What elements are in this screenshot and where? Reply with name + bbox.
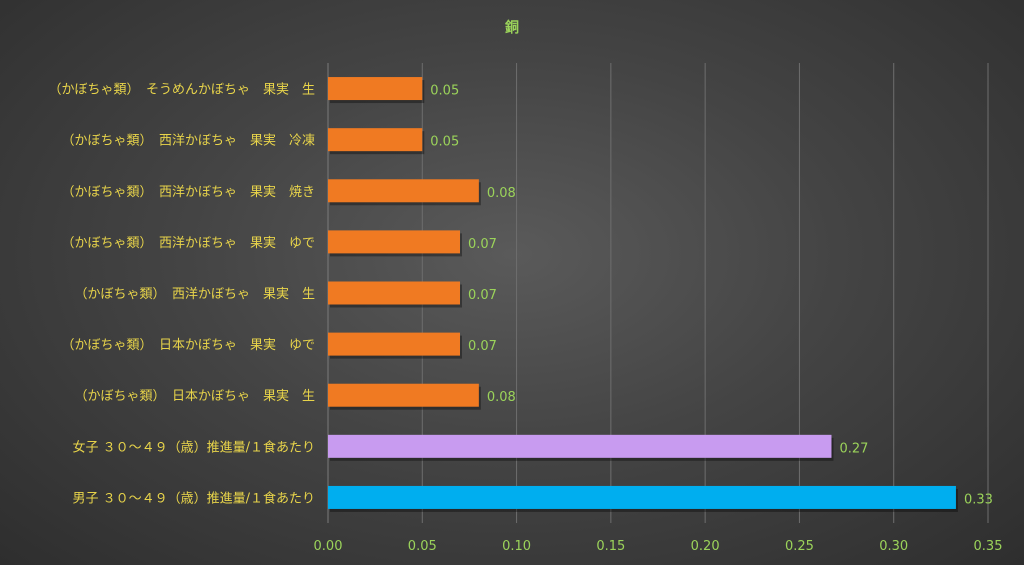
bar [328,332,460,356]
category-label: （かぼちゃ類） 日本かぼちゃ 果実 生 [74,388,315,404]
category-label: （かぼちゃ類） 西洋かぼちゃ 果実 ゆで [61,235,315,251]
category-labels: （かぼちゃ類） そうめんかぼちゃ 果実 生 （かぼちゃ類） 西洋かぼちゃ 果実 冷… [48,82,315,507]
data-label: 0.05 [430,135,459,150]
x-tick-label: 0.15 [596,539,625,554]
data-label: 0.05 [430,84,459,99]
bar [328,281,460,305]
chart-title: 銅 [505,19,519,36]
x-tick-label: 0.20 [691,539,720,554]
x-axis-ticks: 0.00 0.05 0.10 0.15 0.20 0.25 0.30 0.35 [314,539,1003,554]
category-label: （かぼちゃ類） そうめんかぼちゃ 果実 生 [48,82,315,98]
x-tick-label: 0.00 [314,539,343,554]
category-label: 女子 ３０～４９（歳）推進量/１食あたり [72,439,315,455]
x-tick-label: 0.35 [974,539,1003,554]
x-tick-label: 0.25 [785,539,814,554]
category-label: （かぼちゃ類） 西洋かぼちゃ 果実 冷凍 [61,133,315,149]
bar [328,179,479,203]
bar [328,383,479,407]
category-label: （かぼちゃ類） 日本かぼちゃ 果実 ゆで [61,337,315,353]
bar [328,485,956,509]
data-label: 0.33 [964,492,993,507]
x-tick-label: 0.10 [502,539,531,554]
bars: 0.05 0.05 0.08 0.07 0.07 0.07 0.08 0.27 0.33 [328,77,993,512]
data-label: 0.08 [487,390,516,405]
category-label: 男子 ３０～４９（歳）推進量/１食あたり [72,490,315,506]
data-label: 0.07 [468,237,497,252]
bar [328,128,423,152]
data-label: 0.07 [468,339,497,354]
x-tick-label: 0.30 [879,539,908,554]
data-label: 0.07 [468,288,497,303]
data-label: 0.27 [839,441,868,456]
x-tick-label: 0.05 [408,539,437,554]
data-label: 0.08 [487,186,516,201]
bar [328,434,832,458]
bar [328,230,460,254]
bar [328,77,423,101]
category-label: （かぼちゃ類） 西洋かぼちゃ 果実 焼き [61,184,315,200]
category-label: （かぼちゃ類） 西洋かぼちゃ 果実 生 [74,286,315,302]
